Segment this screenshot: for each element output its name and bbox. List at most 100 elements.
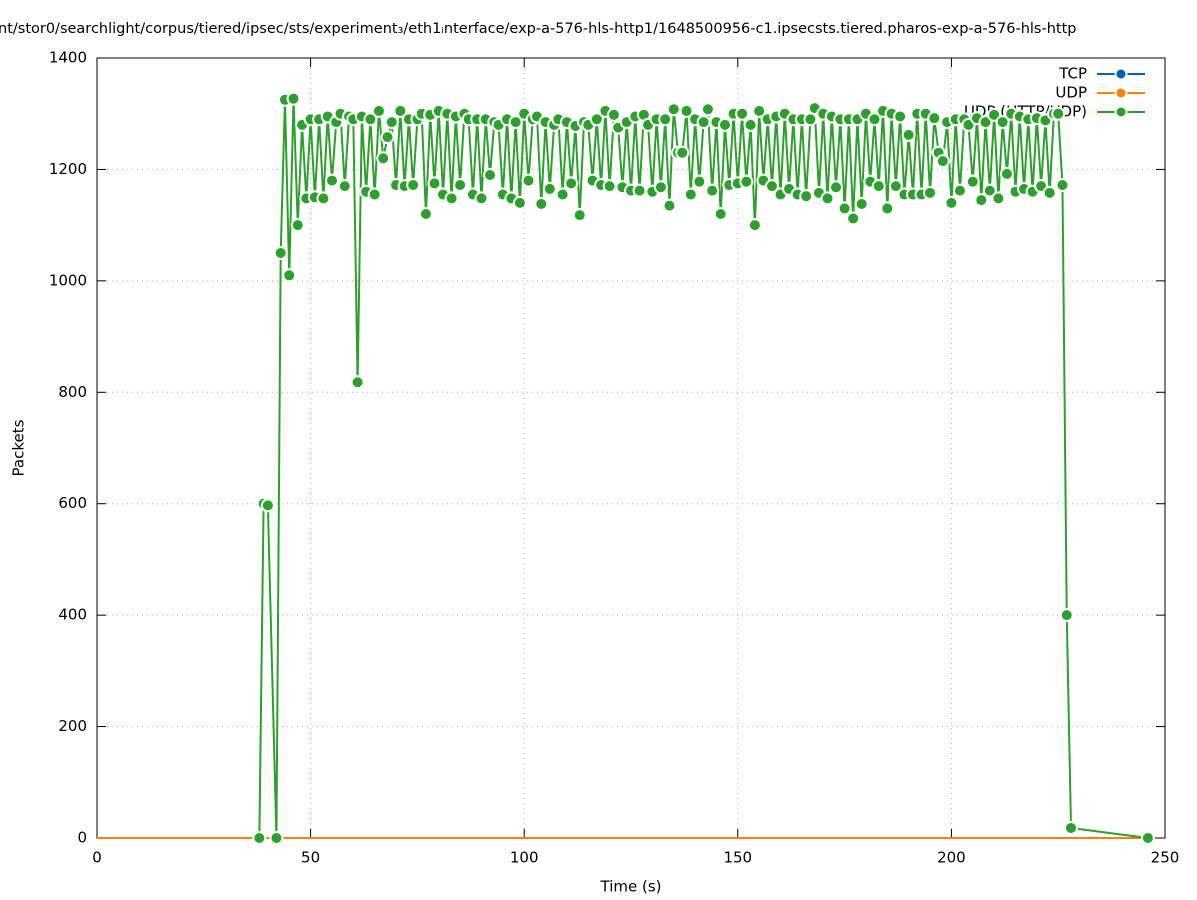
- data-point: [880, 201, 895, 216]
- data-point: [380, 130, 395, 145]
- data-point: [717, 117, 732, 132]
- y-tick-label: 200: [58, 717, 87, 735]
- data-point: [944, 195, 959, 210]
- y-tick-label: 600: [58, 494, 87, 512]
- data-point: [666, 102, 681, 117]
- legend-marker: [1114, 86, 1128, 100]
- data-point: [974, 193, 989, 208]
- x-tick-label: 50: [301, 849, 320, 867]
- data-point: [747, 218, 762, 233]
- x-tick-label: 250: [1151, 849, 1180, 867]
- data-point: [662, 198, 677, 213]
- data-point: [286, 91, 301, 106]
- data-point: [534, 196, 549, 211]
- data-point: [427, 176, 442, 191]
- data-point: [653, 180, 668, 195]
- data-point: [512, 195, 527, 210]
- data-point: [995, 115, 1010, 130]
- data-point: [406, 178, 421, 193]
- data-point: [444, 191, 459, 206]
- y-tick-label: 800: [58, 383, 87, 401]
- data-point: [867, 112, 882, 127]
- data-point: [1064, 820, 1079, 835]
- data-point: [991, 191, 1006, 206]
- data-point: [692, 174, 707, 189]
- data-point: [371, 103, 386, 118]
- data-point: [658, 112, 673, 127]
- data-point: [269, 831, 284, 845]
- data-point: [324, 173, 339, 188]
- data-point: [679, 103, 694, 118]
- data-point: [316, 191, 331, 206]
- data-point: [337, 179, 352, 194]
- chart-title: nt/stor0/searchlight/corpus/tiered/ipsec…: [0, 21, 1076, 37]
- data-point: [384, 115, 399, 130]
- data-point: [696, 115, 711, 130]
- data-point: [474, 191, 489, 206]
- data-point: [555, 187, 570, 202]
- data-point: [888, 179, 903, 194]
- data-point: [367, 187, 382, 202]
- data-point: [282, 268, 297, 283]
- data-point: [1042, 185, 1057, 200]
- data-point: [1055, 178, 1070, 193]
- data-point: [508, 115, 523, 130]
- data-point: [901, 127, 916, 142]
- data-point: [982, 183, 997, 198]
- data-point: [252, 831, 267, 845]
- data-point: [376, 151, 391, 166]
- data-point: [483, 168, 498, 182]
- data-point: [705, 183, 720, 198]
- data-point: [735, 106, 750, 121]
- x-axis-label: Time (s): [600, 878, 662, 896]
- data-point: [846, 211, 861, 226]
- data-point: [290, 218, 305, 233]
- data-point: [606, 107, 621, 122]
- data-point: [572, 208, 587, 223]
- data-point: [854, 196, 869, 211]
- data-point: [521, 173, 536, 188]
- data-point: [1059, 608, 1074, 623]
- y-axis-label: Packets: [10, 419, 28, 476]
- legend-marker: [1114, 67, 1128, 81]
- data-point: [713, 207, 728, 221]
- data-point: [952, 183, 967, 198]
- legend-label: TCP: [1058, 65, 1087, 83]
- data-point: [799, 189, 814, 204]
- y-tick-label: 1400: [49, 49, 87, 67]
- data-point: [1051, 106, 1066, 121]
- data-point: [923, 185, 938, 200]
- x-tick-label: 100: [510, 849, 539, 867]
- series-line: [258, 97, 1149, 839]
- data-point: [893, 109, 908, 124]
- data-point: [837, 201, 852, 216]
- data-point: [350, 375, 365, 390]
- data-point: [273, 246, 288, 260]
- data-point: [764, 179, 779, 194]
- legend-label: UDP: [1055, 84, 1087, 102]
- x-tick-label: 0: [92, 849, 102, 867]
- data-point: [927, 111, 942, 126]
- data-point: [363, 112, 378, 127]
- data-point: [1140, 831, 1155, 845]
- data-point: [739, 174, 754, 189]
- data-point: [752, 103, 767, 118]
- data-point: [260, 498, 275, 513]
- data-point: [935, 154, 950, 169]
- y-tick-label: 400: [58, 606, 87, 624]
- data-point: [602, 179, 617, 194]
- data-point: [542, 181, 557, 196]
- data-point: [700, 102, 715, 117]
- x-tick-label: 150: [723, 849, 752, 867]
- data-point: [743, 117, 758, 132]
- data-point: [829, 180, 844, 195]
- data-point: [632, 183, 647, 198]
- data-point: [965, 174, 980, 189]
- x-tick-label: 200: [937, 849, 966, 867]
- y-tick-label: 1200: [49, 160, 87, 178]
- data-point: [564, 176, 579, 191]
- y-tick-label: 1000: [49, 271, 87, 289]
- data-point: [393, 103, 408, 118]
- data-point: [418, 207, 433, 221]
